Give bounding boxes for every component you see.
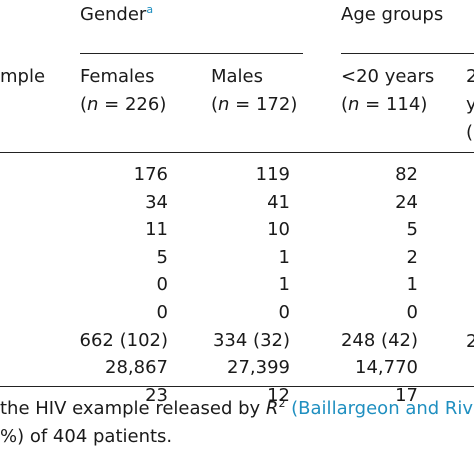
table-cell: 1	[406, 274, 418, 296]
table-cell: 248 (42)	[340, 329, 418, 351]
table-cell: 662 (102)	[79, 329, 168, 351]
footnote-line-2: %) of 404 patients.	[0, 426, 173, 447]
table-cell: 119	[255, 164, 290, 185]
col4-header-partial-1: 2	[466, 66, 474, 87]
table-cell: 11	[145, 219, 168, 241]
table-cell: 0	[406, 302, 418, 323]
table-cell: 1	[278, 246, 290, 268]
col-header-females: Females	[80, 66, 155, 87]
gender-footnote-marker[interactable]: a	[146, 3, 154, 16]
table-cell: 0	[156, 302, 168, 323]
col-n-females: (n = 226)	[80, 94, 167, 115]
table-cell: 334 (32)	[212, 329, 290, 351]
table-cell: 23	[145, 384, 168, 406]
gender-header: Gendera	[80, 3, 154, 25]
col4-header-partial-2: y	[466, 94, 474, 115]
age-underline	[341, 53, 474, 54]
table-cell: 0	[156, 274, 168, 296]
example-header-partial: mple	[0, 66, 46, 87]
table-cell: 0	[278, 302, 290, 323]
table-cell: 17	[395, 384, 418, 406]
table-cell: 2	[406, 246, 418, 268]
table-cell: 82	[395, 164, 418, 185]
table-cell: 10	[267, 219, 290, 241]
table-cell: 28,867	[105, 357, 168, 379]
footnote-line-1: the HIV example released by R2 (Baillarg…	[0, 397, 474, 419]
col-header-under20: <20 years	[341, 66, 435, 87]
gender-underline	[80, 53, 303, 54]
table-cell: 27,399	[227, 357, 290, 379]
col-n-males: (n = 172)	[211, 94, 298, 115]
table-cell: 41	[267, 191, 290, 213]
citation-link[interactable]: (Baillargeon and Riv	[285, 398, 474, 419]
age-groups-header: Age groups	[341, 4, 444, 25]
table-cell: 176	[133, 164, 168, 185]
table-cell: 5	[156, 246, 168, 268]
table-cell: 12	[267, 384, 290, 406]
table-cell: 34	[145, 191, 168, 213]
table-cell: 5	[406, 219, 418, 241]
col-n-under20: (n = 114)	[341, 94, 428, 115]
table-cell: 1	[278, 274, 290, 296]
col4-header-partial-3: (	[466, 122, 474, 143]
table-cell: 14,770	[355, 357, 418, 379]
table-bottom-rule	[0, 386, 474, 387]
col-header-males: Males	[211, 66, 264, 87]
table-cell: 24	[395, 191, 418, 213]
header-bottom-rule	[0, 152, 474, 153]
row-7-col4-partial: 2	[466, 331, 474, 352]
